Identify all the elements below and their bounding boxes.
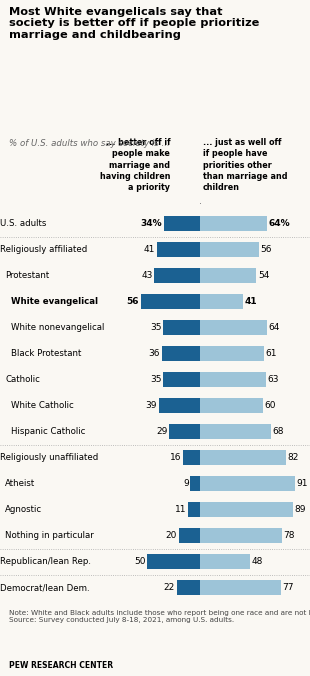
- Bar: [163, 372, 200, 387]
- Text: Protestant: Protestant: [5, 271, 50, 280]
- Text: 9: 9: [183, 479, 188, 488]
- Bar: [162, 346, 200, 362]
- Bar: [200, 502, 293, 517]
- Text: 41: 41: [244, 297, 257, 306]
- Text: White Catholic: White Catholic: [11, 401, 73, 410]
- Bar: [200, 424, 271, 439]
- Text: Democrat/lean Dem.: Democrat/lean Dem.: [0, 583, 90, 592]
- Text: 43: 43: [142, 271, 153, 280]
- Text: 39: 39: [146, 401, 157, 410]
- Text: PEW RESEARCH CENTER: PEW RESEARCH CENTER: [9, 661, 113, 670]
- Bar: [200, 268, 256, 283]
- Text: Note: White and Black adults include those who report being one race and are not: Note: White and Black adults include tho…: [9, 610, 310, 623]
- Text: Hispanic Catholic: Hispanic Catholic: [11, 427, 85, 436]
- Bar: [200, 450, 286, 465]
- Bar: [147, 554, 200, 569]
- Text: 22: 22: [164, 583, 175, 592]
- Text: 78: 78: [283, 531, 295, 540]
- Bar: [141, 294, 200, 310]
- Text: 35: 35: [150, 323, 161, 332]
- Text: 11: 11: [175, 505, 187, 514]
- Text: U.S. adults: U.S. adults: [0, 219, 46, 228]
- Bar: [200, 580, 281, 596]
- Bar: [200, 528, 281, 544]
- Text: White evangelical: White evangelical: [11, 297, 98, 306]
- Bar: [164, 216, 200, 231]
- Bar: [200, 242, 259, 258]
- Text: 54: 54: [258, 271, 269, 280]
- Text: 68: 68: [273, 427, 284, 436]
- Text: 91: 91: [297, 479, 308, 488]
- Text: 63: 63: [268, 375, 279, 384]
- Bar: [200, 216, 267, 231]
- Bar: [200, 294, 243, 310]
- Bar: [183, 450, 200, 465]
- Bar: [179, 528, 200, 544]
- Text: 56: 56: [127, 297, 139, 306]
- Text: White nonevangelical: White nonevangelical: [11, 323, 104, 332]
- Text: 50: 50: [134, 557, 145, 566]
- Text: Most White evangelicals say that
society is better off if people prioritize
marr: Most White evangelicals say that society…: [9, 7, 260, 40]
- Text: 77: 77: [282, 583, 294, 592]
- Text: 20: 20: [166, 531, 177, 540]
- Bar: [169, 424, 200, 439]
- Text: 16: 16: [170, 453, 181, 462]
- Text: Agnostic: Agnostic: [5, 505, 42, 514]
- Text: 56: 56: [260, 245, 272, 254]
- Bar: [154, 268, 200, 283]
- Text: Republican/lean Rep.: Republican/lean Rep.: [0, 557, 91, 566]
- Bar: [188, 502, 200, 517]
- Text: 29: 29: [156, 427, 168, 436]
- Text: 82: 82: [287, 453, 299, 462]
- Text: Religiously affiliated: Religiously affiliated: [0, 245, 87, 254]
- Bar: [200, 476, 295, 491]
- Bar: [190, 476, 200, 491]
- Text: Atheist: Atheist: [5, 479, 36, 488]
- Text: 61: 61: [265, 349, 277, 358]
- Bar: [157, 242, 200, 258]
- Bar: [159, 397, 200, 414]
- Text: Black Protestant: Black Protestant: [11, 349, 81, 358]
- Text: Religiously unaffiliated: Religiously unaffiliated: [0, 453, 98, 462]
- Text: 41: 41: [144, 245, 155, 254]
- Bar: [200, 554, 250, 569]
- Bar: [200, 346, 264, 362]
- Bar: [200, 320, 267, 335]
- Text: 64%: 64%: [268, 219, 290, 228]
- Text: 64: 64: [268, 323, 280, 332]
- Bar: [200, 372, 266, 387]
- Text: 35: 35: [150, 375, 161, 384]
- Bar: [176, 580, 200, 596]
- Text: 36: 36: [149, 349, 160, 358]
- Text: 89: 89: [295, 505, 306, 514]
- Text: Nothing in particular: Nothing in particular: [5, 531, 94, 540]
- Text: 60: 60: [264, 401, 276, 410]
- Text: ... better off if
people make
marriage and
having children
a priority: ... better off if people make marriage a…: [100, 138, 170, 193]
- Bar: [200, 397, 263, 414]
- Text: 34%: 34%: [141, 219, 162, 228]
- Text: ... just as well off
if people have
priorities other
than marriage and
children: ... just as well off if people have prio…: [203, 138, 287, 193]
- Bar: [163, 320, 200, 335]
- Text: Catholic: Catholic: [5, 375, 40, 384]
- Text: 48: 48: [252, 557, 263, 566]
- Text: % of U.S. adults who say society is ...: % of U.S. adults who say society is ...: [9, 139, 170, 147]
